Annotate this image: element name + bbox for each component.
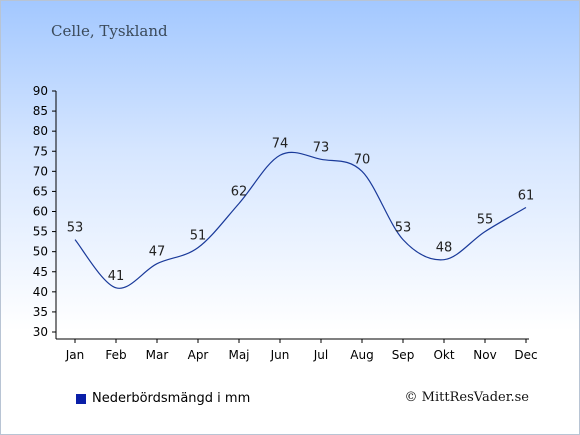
x-tick-label: Feb bbox=[105, 348, 126, 362]
copyright-notice: © MittResVader.se bbox=[404, 390, 529, 405]
y-tick-label: 65 bbox=[33, 184, 48, 198]
data-label: 41 bbox=[108, 269, 125, 284]
y-tick-label: 50 bbox=[33, 245, 48, 259]
series-line bbox=[74, 151, 527, 289]
legend: Nederbördsmängd i mm bbox=[76, 391, 250, 406]
y-tick-label: 35 bbox=[33, 305, 48, 319]
x-tick-label: Jun bbox=[270, 348, 290, 362]
y-tick-label: 40 bbox=[33, 285, 48, 299]
data-label: 48 bbox=[436, 241, 453, 256]
y-tick-label: 80 bbox=[33, 124, 48, 138]
data-label: 53 bbox=[395, 221, 412, 236]
data-label: 47 bbox=[149, 245, 166, 260]
x-tick-label: Apr bbox=[188, 348, 209, 362]
chart-title: Celle, Tyskland bbox=[51, 22, 168, 40]
x-tick-label: Mar bbox=[146, 348, 169, 362]
x-tick-label: Dec bbox=[514, 348, 537, 362]
x-tick-label: Sep bbox=[392, 348, 415, 362]
data-label: 55 bbox=[477, 213, 494, 228]
y-tick-label: 45 bbox=[33, 265, 48, 279]
x-tick-label: Nov bbox=[473, 348, 496, 362]
x-tick-label: Jan bbox=[65, 348, 85, 362]
data-label: 74 bbox=[272, 136, 289, 151]
y-tick-label: 55 bbox=[33, 225, 48, 239]
x-tick-label: Aug bbox=[350, 348, 373, 362]
y-tick-label: 75 bbox=[33, 144, 48, 158]
y-tick-label: 30 bbox=[33, 325, 48, 339]
data-label: 51 bbox=[190, 229, 207, 244]
data-label: 73 bbox=[313, 140, 330, 155]
legend-label: Nederbördsmängd i mm bbox=[92, 391, 251, 406]
y-tick-label: 70 bbox=[33, 164, 48, 178]
y-tick-label: 90 bbox=[33, 84, 48, 98]
data-label: 53 bbox=[67, 221, 84, 236]
data-label: 70 bbox=[354, 152, 371, 167]
x-tick-label: Okt bbox=[433, 348, 454, 362]
data-label: 61 bbox=[518, 188, 535, 203]
y-tick-label: 85 bbox=[33, 104, 48, 118]
y-tick-label: 60 bbox=[33, 205, 48, 219]
x-tick-label: Jul bbox=[313, 348, 328, 362]
legend-swatch bbox=[76, 393, 86, 404]
data-label: 62 bbox=[231, 184, 248, 199]
x-tick-label: Maj bbox=[228, 348, 249, 362]
